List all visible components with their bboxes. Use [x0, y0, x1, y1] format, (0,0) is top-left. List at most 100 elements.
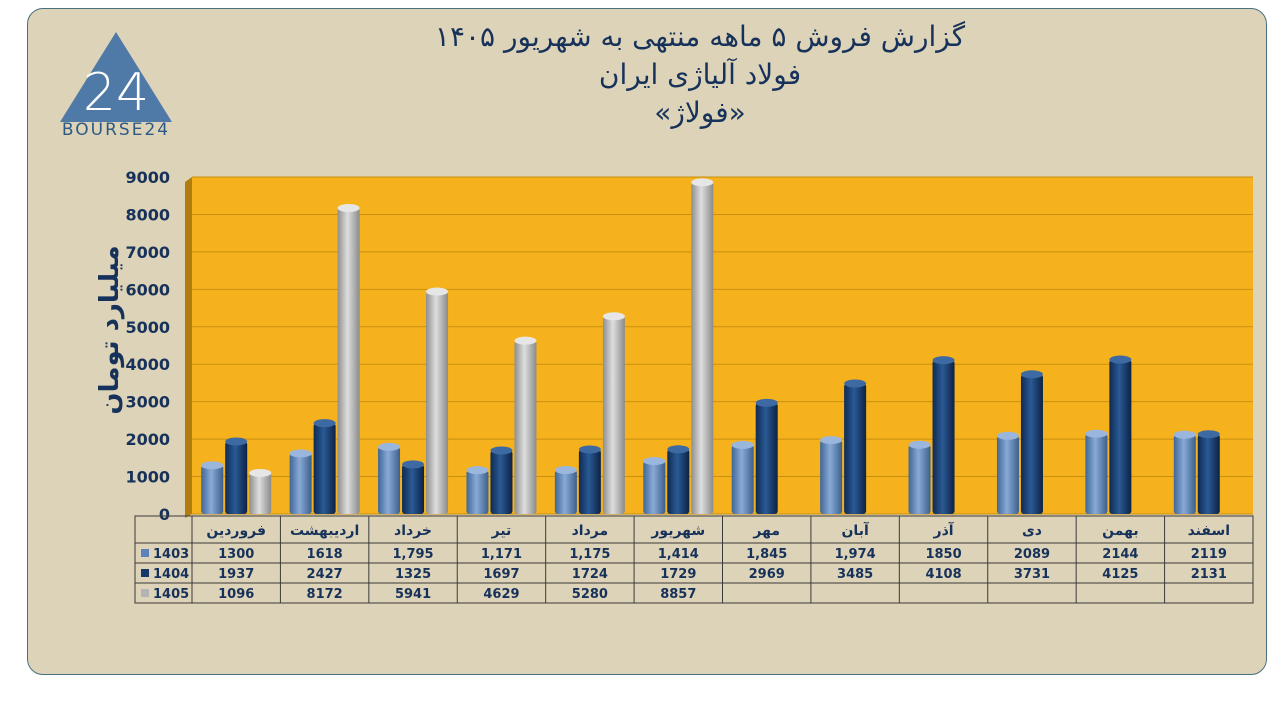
bar-1405: [691, 182, 714, 514]
bar-1403: [466, 470, 489, 514]
bar-top-1404: [1020, 370, 1043, 379]
x-tick-label: تیر: [491, 523, 512, 539]
bar-top-1405: [514, 336, 537, 345]
bar-1403: [289, 453, 312, 514]
bar-top-1403: [289, 449, 312, 458]
bar-1404: [402, 464, 425, 514]
data-label: 2089: [1014, 547, 1050, 562]
data-label: 5280: [572, 587, 608, 602]
data-label: 2144: [1102, 547, 1138, 562]
bar-1403: [908, 444, 931, 514]
bar-1405: [426, 291, 449, 514]
data-label: 1729: [660, 567, 696, 582]
bar-top-1404: [667, 445, 690, 454]
data-label: 1697: [483, 567, 519, 582]
bar-top-1403: [643, 457, 666, 466]
bar-top-1403: [554, 466, 577, 475]
legend-swatch-1405: [141, 589, 149, 597]
x-tick-label: فروردین: [206, 523, 266, 539]
bar-1405: [337, 208, 360, 514]
y-tick-label: 3000: [125, 393, 170, 412]
data-label: 1,171: [481, 547, 522, 562]
x-tick-label: شهریور: [650, 523, 705, 539]
legend-label: 1403: [153, 547, 189, 562]
bar-top-1404: [755, 398, 778, 407]
data-label: 1,845: [746, 547, 787, 562]
bar-top-1403: [201, 461, 224, 470]
data-label: 2131: [1191, 567, 1227, 582]
y-tick-label: 5000: [125, 318, 170, 337]
bar-1404: [1109, 359, 1132, 514]
bar-top-1404: [1197, 430, 1220, 439]
bar-top-1405: [691, 178, 714, 187]
data-label: 1325: [395, 567, 431, 582]
x-tick-label: خرداد: [394, 523, 432, 539]
bar-top-1404: [225, 437, 248, 446]
data-label: 1850: [925, 547, 961, 562]
x-tick-label: اردیبهشت: [290, 523, 359, 539]
bar-1403: [731, 444, 754, 514]
plot-background: [192, 177, 1253, 514]
bar-1403: [820, 440, 843, 514]
bar-1404: [844, 383, 867, 514]
bar-1404: [1197, 434, 1220, 514]
x-tick-label: بهمن: [1102, 523, 1138, 539]
data-label: 4125: [1102, 567, 1138, 582]
bar-top-1403: [1173, 430, 1196, 439]
data-label: 5941: [395, 587, 431, 602]
bar-1403: [643, 461, 666, 514]
bar-top-1404: [402, 460, 425, 469]
data-label: 2969: [749, 567, 785, 582]
x-tick-label: اسفند: [1188, 523, 1230, 539]
x-tick-label: مهر: [752, 523, 780, 539]
data-label: 8857: [660, 587, 696, 602]
bar-top-1404: [932, 356, 955, 365]
bar-1404: [490, 450, 513, 514]
y-tick-label: 9000: [125, 168, 170, 187]
data-label: 1300: [218, 547, 254, 562]
y-tick-label: 2000: [125, 430, 170, 449]
bar-top-1403: [908, 440, 931, 449]
x-tick-label: آبان: [841, 521, 869, 539]
bar-1403: [996, 435, 1019, 514]
bar-top-1403: [820, 436, 843, 445]
bar-top-1404: [313, 419, 336, 428]
data-label: 1,414: [658, 547, 699, 562]
bar-top-1404: [844, 379, 867, 388]
bar-top-1404: [578, 445, 601, 454]
bar-top-1403: [731, 440, 754, 449]
data-label: 1,175: [569, 547, 610, 562]
bar-1404: [578, 449, 601, 514]
data-label: 4629: [483, 587, 519, 602]
bar-1404: [932, 360, 955, 514]
data-label: 2427: [307, 567, 343, 582]
bourse24-logo: 24: [56, 30, 176, 148]
x-tick-label: مرداد: [572, 523, 609, 539]
data-label: 1724: [572, 567, 608, 582]
bar-1403: [1085, 433, 1108, 514]
data-label: 4108: [925, 567, 961, 582]
bar-top-1403: [1085, 429, 1108, 438]
bar-1403: [554, 470, 577, 514]
bar-1403: [378, 446, 401, 514]
bar-top-1405: [426, 287, 449, 296]
legend-label: 1405: [153, 587, 189, 602]
y-tick-label: 0: [159, 505, 170, 524]
y-axis-label: میلیارد تومان: [95, 245, 125, 414]
data-label: 8172: [307, 587, 343, 602]
data-label: 3731: [1014, 567, 1050, 582]
y-tick-label: 7000: [125, 243, 170, 262]
data-label: 3485: [837, 567, 873, 582]
legend-swatch-1404: [141, 569, 149, 577]
bar-top-1404: [1109, 355, 1132, 364]
bar-1404: [755, 402, 778, 514]
data-label: 1,795: [392, 547, 433, 562]
bar-1403: [1173, 434, 1196, 514]
logo-mark: 24: [83, 63, 149, 123]
data-label: 2119: [1191, 547, 1227, 562]
bar-top-1403: [378, 442, 401, 451]
bar-top-1405: [337, 204, 360, 213]
y-tick-label: 8000: [125, 205, 170, 224]
data-label: 1937: [218, 567, 254, 582]
